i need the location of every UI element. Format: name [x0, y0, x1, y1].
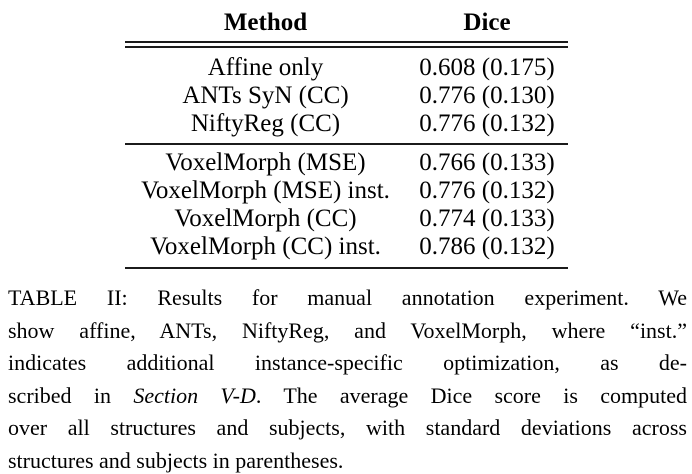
- caption-line: show affine, ANTs, NiftyReg, and VoxelMo…: [8, 317, 687, 343]
- method-cell: VoxelMorph (MSE): [165, 149, 366, 176]
- method-cell: VoxelMorph (MSE) inst.: [141, 177, 390, 204]
- dice-cell: 0.776 (0.130): [419, 82, 555, 109]
- paper-page: Method Dice Affine only 0.608 (0.175) AN…: [0, 9, 692, 474]
- table-caption: TABLE II: Results for manual annotation …: [8, 282, 687, 474]
- caption-line: scribed in Section V-D. The average Dice…: [8, 380, 687, 413]
- table-row: Affine only 0.608 (0.175): [125, 54, 568, 82]
- caption-line: over all structures and subjects, with s…: [8, 415, 687, 440]
- table-row: VoxelMorph (CC) 0.774 (0.133): [125, 205, 568, 233]
- dice-cell: 0.766 (0.133): [419, 149, 555, 176]
- table-header-row: Method Dice: [125, 9, 568, 41]
- header-double-rule: [124, 41, 568, 48]
- method-cell: VoxelMorph (CC) inst.: [150, 233, 381, 260]
- column-header-dice: Dice: [463, 9, 511, 36]
- method-cell: NiftyReg (CC): [190, 110, 341, 137]
- section-reference: Section V-D: [133, 382, 256, 408]
- method-cell: Affine only: [207, 54, 324, 81]
- table-group-baselines: Affine only 0.608 (0.175) ANTs SyN (CC) …: [125, 48, 568, 143]
- table-row: VoxelMorph (MSE) inst. 0.776 (0.132): [125, 177, 568, 205]
- caption-line: indicates additional instance-specific o…: [8, 350, 687, 375]
- dice-cell: 0.774 (0.133): [419, 205, 555, 232]
- table-row: VoxelMorph (MSE) 0.766 (0.133): [125, 149, 568, 177]
- column-header-method: Method: [223, 9, 308, 36]
- caption-line: TABLE II: Results for manual annotation …: [8, 285, 687, 310]
- caption-text: scribed in: [8, 382, 134, 408]
- results-table: Method Dice Affine only 0.608 (0.175) AN…: [124, 9, 568, 269]
- dice-cell: 0.786 (0.132): [419, 233, 555, 260]
- dice-cell: 0.776 (0.132): [419, 110, 555, 137]
- caption-line: structures and subjects in parentheses.: [8, 447, 344, 473]
- dice-cell: 0.608 (0.175): [419, 54, 555, 81]
- method-cell: VoxelMorph (CC): [174, 205, 357, 232]
- bottom-rule: [124, 267, 568, 269]
- table-group-voxelmorph: VoxelMorph (MSE) 0.766 (0.133) VoxelMorp…: [125, 145, 568, 267]
- caption-text: . The average Dice score is computed: [255, 382, 687, 408]
- mid-rule: [124, 143, 568, 145]
- table-row: ANTs SyN (CC) 0.776 (0.130): [125, 82, 568, 110]
- table-row: NiftyReg (CC) 0.776 (0.132): [125, 110, 568, 138]
- method-cell: ANTs SyN (CC): [182, 82, 349, 109]
- dice-cell: 0.776 (0.132): [419, 177, 555, 204]
- table-row: VoxelMorph (CC) inst. 0.786 (0.132): [125, 233, 568, 261]
